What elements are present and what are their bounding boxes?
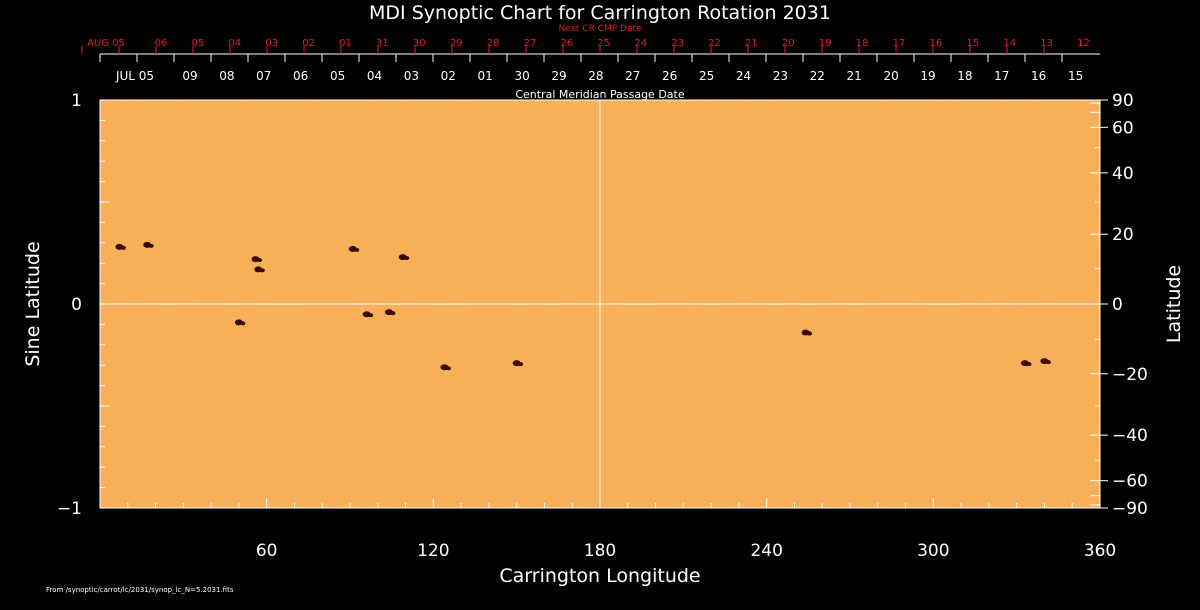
y-tick-label-right: 60	[1112, 118, 1134, 138]
top-date-labels: JUL 05 09 08 07 06 05 04 03 02 01 30 29 28 27 26 25 24 23…	[99, 54, 1083, 83]
x-axis: 60 120 180 240 300 360	[127, 498, 1116, 561]
x-tick-label: 240	[750, 541, 782, 561]
y-axis-label-right: Latitude	[1163, 265, 1185, 343]
next-cr-date-label: 24	[634, 38, 647, 49]
top-date-label: 30	[514, 69, 529, 83]
x-axis-label: Carrington Longitude	[499, 565, 700, 587]
y-tick-label-right: 40	[1112, 164, 1134, 184]
next-cr-date-label: 27	[524, 38, 537, 49]
top-date-label: 03	[404, 69, 419, 83]
top-date-label: 25	[699, 69, 714, 83]
top-date-label: 04	[367, 69, 382, 83]
y-tick-label-right: 0	[1112, 295, 1123, 315]
sunspot	[143, 241, 154, 248]
next-cr-date-label: 01	[339, 38, 352, 49]
top-date-label: 15	[1068, 69, 1083, 83]
sunspot	[254, 266, 265, 273]
top-date-label: 05	[330, 69, 345, 83]
next-cr-date-label: 23	[671, 38, 684, 49]
top-date-label: 09	[182, 69, 197, 83]
next-cr-date-label: 29	[450, 38, 463, 49]
next-cr-date-label: 20	[782, 38, 795, 49]
y-axis-label-left: Sine Latitude	[22, 241, 44, 366]
sunspot	[234, 319, 246, 326]
next-cr-date-label: 12	[1077, 38, 1090, 49]
top-date-label: 08	[219, 69, 234, 83]
sunspot	[440, 364, 451, 371]
top-date-label: JUL 05	[115, 69, 154, 83]
y-tick-label-left: 0	[71, 295, 82, 315]
sunspot	[115, 243, 126, 250]
top-date-label: 02	[441, 69, 456, 83]
x-tick-label: 60	[256, 541, 278, 561]
next-cr-date-label: 31	[376, 38, 389, 49]
sunspot	[1021, 360, 1032, 367]
y-axis-right: 90 60 40 20 0 −20 −40 −60 −90	[1090, 91, 1148, 519]
next-cr-date-label: 16	[930, 38, 943, 49]
y-tick-label-right: −40	[1112, 426, 1148, 446]
next-cr-date-label: 04	[228, 38, 241, 49]
sunspot	[801, 329, 813, 336]
top-date-label: 29	[551, 69, 566, 83]
x-tick-label: 300	[917, 541, 949, 561]
x-tick-label: 360	[1084, 541, 1116, 561]
top-date-label: 27	[625, 69, 640, 83]
next-cr-date-label: 05	[192, 38, 205, 49]
next-cr-date-label: 03	[265, 38, 278, 49]
next-cr-label: Next CR CMP Date	[558, 24, 642, 34]
y-tick-label-right: −60	[1112, 472, 1148, 492]
next-cr-date-label: 28	[487, 38, 500, 49]
y-tick-label-right: −90	[1112, 499, 1148, 519]
sunspot	[1040, 358, 1051, 365]
next-cr-date-label: 02	[302, 38, 315, 49]
top-date-label: 19	[920, 69, 935, 83]
next-cr-date-label: 14	[1003, 38, 1016, 49]
top-date-label: 18	[957, 69, 972, 83]
next-cr-date-label: 30	[413, 38, 426, 49]
next-cr-date-label: 21	[745, 38, 758, 49]
next-cr-date-label: 25	[597, 38, 610, 49]
top-date-label: 20	[883, 69, 898, 83]
sunspot	[398, 254, 410, 261]
y-tick-label-right: 90	[1112, 91, 1134, 111]
top-date-label: 01	[478, 69, 493, 83]
sunspot	[348, 245, 360, 252]
footer-note: From /synoptic/carrot/lc/2031/synop_lc_N…	[46, 586, 234, 594]
next-cr-date-label: 18	[856, 38, 869, 49]
top-date-label: 22	[810, 69, 825, 83]
next-cr-date-label: 13	[1040, 38, 1053, 49]
next-cr-date-label: 15	[966, 38, 979, 49]
sunspot	[251, 256, 263, 263]
top-date-label: 16	[1031, 69, 1046, 83]
top-date-label: 21	[847, 69, 862, 83]
chart-title: MDI Synoptic Chart for Carrington Rotati…	[369, 2, 831, 24]
x-tick-label: 120	[417, 541, 449, 561]
sunspot	[384, 309, 396, 316]
x-tick-label: 180	[584, 541, 616, 561]
top-date-label: 24	[736, 69, 751, 83]
sunspot	[362, 311, 374, 318]
y-tick-label-left: 1	[71, 91, 82, 111]
next-cr-date-label: AUG 05	[87, 38, 125, 49]
y-tick-label-left: −1	[57, 499, 82, 519]
next-cr-date-labels: AUG 05 06 05 04 03 02 01 31 30 29 28 27 26 25 24 23 22 21…	[81, 38, 1090, 54]
sunspot	[512, 360, 524, 367]
top-date-label: 28	[588, 69, 603, 83]
next-cr-date-label: 17	[893, 38, 906, 49]
top-date-label: 07	[256, 69, 271, 83]
top-date-label: 26	[662, 69, 677, 83]
top-date-label: 23	[773, 69, 788, 83]
y-tick-label-right: 20	[1112, 225, 1134, 245]
next-cr-date-label: 26	[561, 38, 574, 49]
next-cr-date-label: 06	[155, 38, 168, 49]
top-axis-label: Central Meridian Passage Date	[515, 88, 684, 101]
top-date-label: 17	[994, 69, 1009, 83]
top-date-label: 06	[293, 69, 308, 83]
y-axis-left: 1 0 −1	[57, 91, 110, 519]
next-cr-date-label: 22	[708, 38, 721, 49]
next-cr-date-label: 19	[819, 38, 832, 49]
y-tick-label-right: −20	[1112, 365, 1148, 385]
magnetic-features	[115, 241, 1051, 371]
